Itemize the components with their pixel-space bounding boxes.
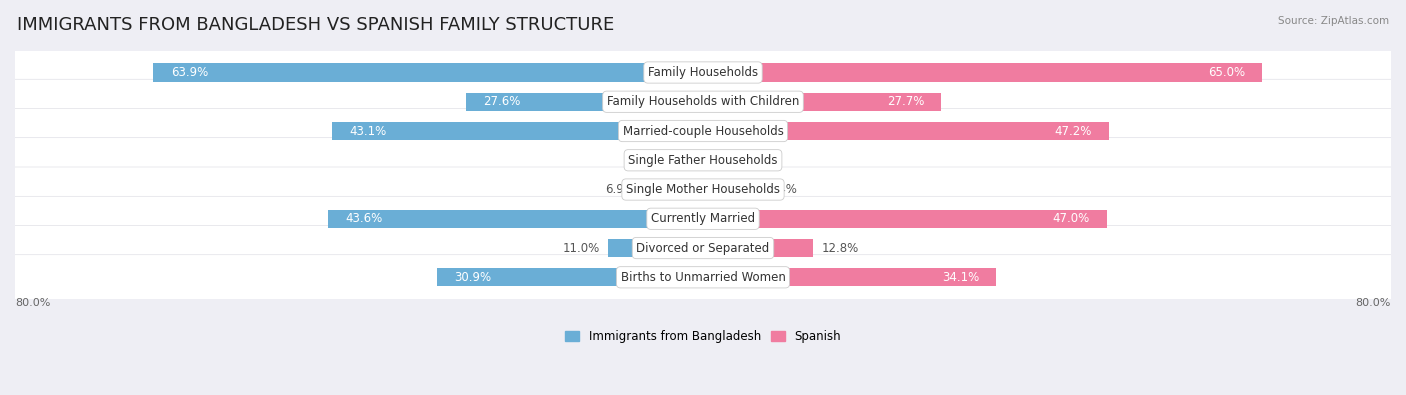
FancyBboxPatch shape: [6, 226, 1400, 271]
Bar: [644, 181, 703, 199]
Bar: [703, 151, 724, 169]
Text: Family Households: Family Households: [648, 66, 758, 79]
Text: IMMIGRANTS FROM BANGLADESH VS SPANISH FAMILY STRUCTURE: IMMIGRANTS FROM BANGLADESH VS SPANISH FA…: [17, 16, 614, 34]
Text: 27.6%: 27.6%: [482, 95, 520, 108]
FancyBboxPatch shape: [6, 79, 1400, 124]
Bar: [703, 239, 813, 257]
Text: 12.8%: 12.8%: [821, 241, 859, 254]
Bar: [685, 151, 703, 169]
Bar: [328, 210, 703, 228]
Text: 80.0%: 80.0%: [15, 298, 51, 308]
Text: 34.1%: 34.1%: [942, 271, 979, 284]
Text: 65.0%: 65.0%: [1208, 66, 1244, 79]
Bar: [703, 93, 941, 111]
Bar: [437, 268, 703, 286]
Bar: [465, 93, 703, 111]
Text: 2.1%: 2.1%: [647, 154, 676, 167]
Text: 2.5%: 2.5%: [733, 154, 763, 167]
Bar: [703, 64, 1263, 81]
Bar: [703, 122, 1109, 140]
FancyBboxPatch shape: [6, 50, 1400, 95]
Text: Single Father Households: Single Father Households: [628, 154, 778, 167]
Text: Divorced or Separated: Divorced or Separated: [637, 241, 769, 254]
Text: 6.9%: 6.9%: [605, 183, 636, 196]
FancyBboxPatch shape: [6, 196, 1400, 241]
Text: 43.1%: 43.1%: [350, 124, 387, 137]
Text: 6.4%: 6.4%: [766, 183, 797, 196]
Bar: [703, 181, 758, 199]
Bar: [703, 268, 997, 286]
Bar: [609, 239, 703, 257]
Bar: [153, 64, 703, 81]
FancyBboxPatch shape: [6, 255, 1400, 300]
Text: Currently Married: Currently Married: [651, 212, 755, 225]
FancyBboxPatch shape: [6, 138, 1400, 183]
Text: 47.0%: 47.0%: [1053, 212, 1090, 225]
FancyBboxPatch shape: [6, 167, 1400, 212]
Text: 30.9%: 30.9%: [454, 271, 492, 284]
Legend: Immigrants from Bangladesh, Spanish: Immigrants from Bangladesh, Spanish: [561, 325, 845, 348]
Text: 27.7%: 27.7%: [887, 95, 924, 108]
Text: Source: ZipAtlas.com: Source: ZipAtlas.com: [1278, 16, 1389, 26]
Text: 11.0%: 11.0%: [562, 241, 600, 254]
Bar: [703, 210, 1107, 228]
Text: Family Households with Children: Family Households with Children: [607, 95, 799, 108]
Text: Single Mother Households: Single Mother Households: [626, 183, 780, 196]
Text: 80.0%: 80.0%: [1355, 298, 1391, 308]
Bar: [332, 122, 703, 140]
Text: 43.6%: 43.6%: [346, 212, 382, 225]
FancyBboxPatch shape: [6, 109, 1400, 154]
Text: Married-couple Households: Married-couple Households: [623, 124, 783, 137]
Text: Births to Unmarried Women: Births to Unmarried Women: [620, 271, 786, 284]
Text: 63.9%: 63.9%: [170, 66, 208, 79]
Text: 47.2%: 47.2%: [1054, 124, 1091, 137]
